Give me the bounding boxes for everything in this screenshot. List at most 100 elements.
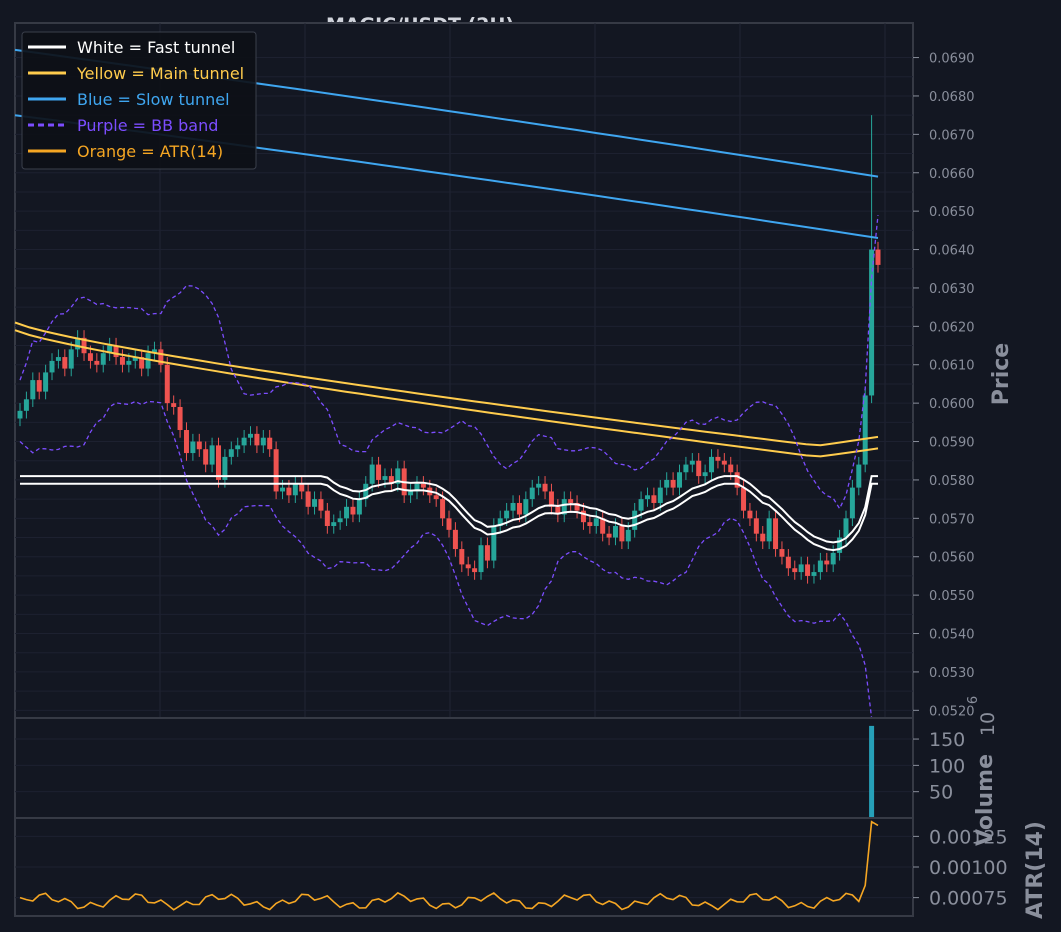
candle-body: [203, 449, 209, 465]
candle-body: [17, 410, 23, 419]
candle-body: [709, 456, 715, 473]
candle-body: [625, 529, 631, 542]
price-tick-label: 0.0670: [929, 128, 975, 143]
atr-tick-label: 0.00125: [929, 826, 1008, 848]
fast-tunnel-line: [20, 482, 878, 552]
candle-body: [747, 510, 753, 519]
candle-body: [139, 357, 145, 369]
candle-body: [830, 552, 836, 565]
candle-body: [440, 499, 446, 519]
fast-tunnel-line: [20, 475, 878, 544]
candle-body: [670, 479, 676, 488]
candle-body: [145, 353, 151, 369]
candle-body: [644, 495, 650, 500]
candle-body: [811, 572, 817, 576]
price-tick-label: 0.0690: [929, 52, 975, 67]
candle-body: [312, 499, 318, 507]
candle-body: [600, 518, 606, 534]
candle-body: [305, 491, 311, 507]
candle-body: [792, 568, 798, 573]
candle-body: [529, 487, 535, 500]
atr-tick-label: 0.00100: [929, 857, 1008, 879]
volume-tick-label: 50: [929, 782, 953, 804]
candle-body: [408, 491, 414, 496]
candle-body: [484, 545, 490, 561]
candle-body: [382, 476, 388, 480]
price-tick-label: 0.0550: [929, 589, 975, 604]
volume-tick-label: 150: [929, 729, 965, 751]
candle-body: [638, 499, 644, 511]
candle-body: [209, 445, 215, 465]
candle-body: [292, 483, 298, 496]
candle-body: [87, 353, 93, 361]
candle-body: [715, 456, 721, 461]
volume-panel: 50 100 150: [14, 717, 965, 819]
candle-body: [299, 483, 305, 492]
candle-body: [459, 549, 465, 565]
candle-body: [177, 406, 183, 431]
candle-body: [62, 357, 68, 369]
candle-body: [587, 522, 593, 527]
candle-body: [260, 437, 266, 446]
volume-tick-label: 100: [929, 755, 965, 777]
candle-body: [491, 526, 497, 561]
candle-body: [68, 349, 74, 369]
candle-body: [49, 360, 55, 373]
legend-label: Blue = Slow tunnel: [77, 90, 230, 109]
candle-body: [561, 499, 567, 515]
candle-body: [657, 487, 663, 503]
candle-body: [504, 510, 510, 519]
candle-body: [350, 506, 356, 515]
candle-body: [23, 399, 29, 411]
candle-body: [843, 518, 849, 538]
candle-body: [798, 564, 804, 573]
main-tunnel-line: [14, 329, 879, 458]
volume-scale-label: 10 6: [966, 696, 999, 736]
candle-body: [241, 437, 247, 446]
candle-body: [862, 395, 868, 465]
price-axis-label: Price: [989, 343, 1014, 405]
candle-body: [773, 518, 779, 550]
candle-body: [183, 430, 189, 454]
legend-item: Orange = ATR(14): [28, 142, 223, 161]
candle-body: [75, 337, 81, 350]
atr-tick-label: 0.00075: [929, 888, 1008, 910]
candle-body: [395, 468, 401, 484]
candle-body: [612, 526, 618, 538]
candle-body: [536, 483, 542, 488]
legend-label: White = Fast tunnel: [77, 38, 235, 57]
price-tick-label: 0.0680: [929, 90, 975, 105]
candle-body: [702, 472, 708, 477]
candle-body: [677, 472, 683, 488]
candle-body: [779, 549, 785, 557]
candle-body: [132, 357, 138, 361]
candle-body: [267, 437, 273, 450]
atr-panel: 0.00075 0.00100 0.00125: [14, 817, 1008, 917]
candle-body: [235, 445, 241, 450]
candle-body: [741, 487, 747, 511]
candle-body: [363, 483, 369, 500]
price-tick-label: 0.0580: [929, 474, 975, 489]
price-tick-label: 0.0660: [929, 167, 975, 182]
candle-body: [215, 445, 221, 480]
price-tick-label: 0.0520: [929, 704, 975, 719]
candle-body: [248, 433, 254, 438]
legend-label: Purple = BB band: [77, 116, 218, 135]
candle-body: [472, 568, 478, 573]
candle-body: [196, 441, 202, 450]
candle-body: [286, 487, 292, 496]
candle-body: [94, 360, 100, 365]
candle-body: [113, 345, 119, 358]
legend-label: Yellow = Main tunnel: [76, 64, 244, 83]
volume-scale-base: 10: [977, 712, 999, 736]
atr-line: [19, 820, 879, 911]
candle-body: [856, 464, 862, 488]
price-tick-label: 0.0610: [929, 359, 975, 374]
candle-body: [81, 337, 87, 354]
price-tick-label: 0.0570: [929, 512, 975, 527]
candle-body: [523, 499, 529, 515]
candle-body: [817, 560, 823, 573]
candle-body: [344, 506, 350, 519]
